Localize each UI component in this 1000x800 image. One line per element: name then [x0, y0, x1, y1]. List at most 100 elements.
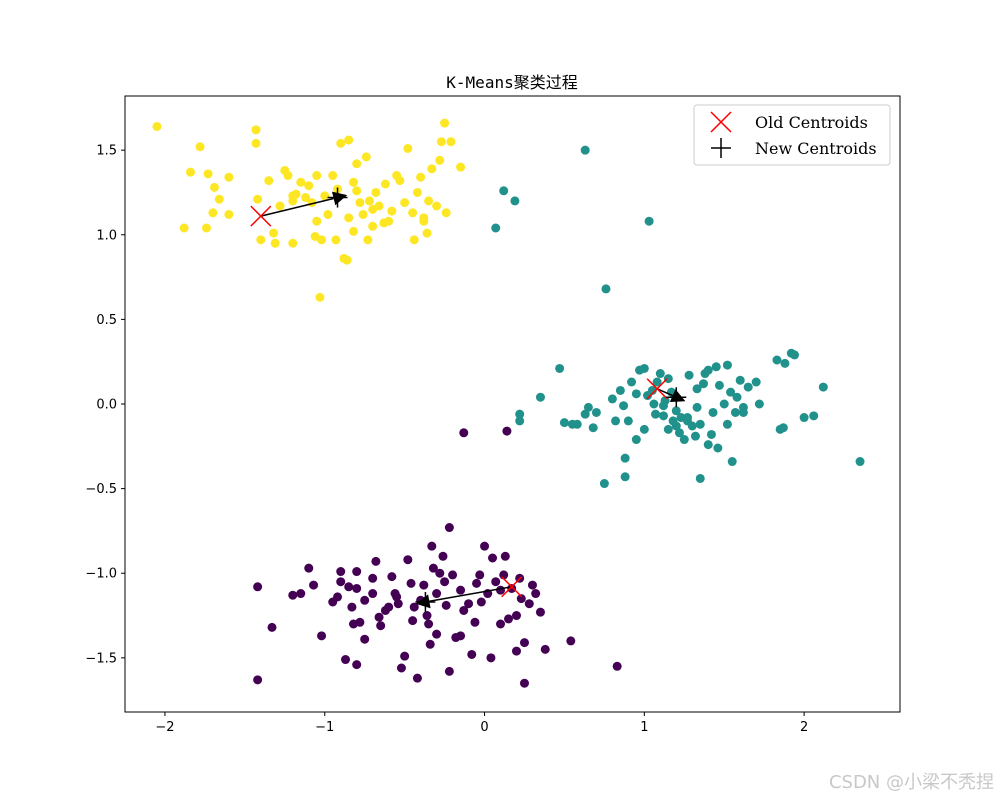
data-point-cluster-0: [456, 631, 466, 641]
data-point-cluster-2: [400, 198, 410, 208]
data-point-cluster-1: [599, 479, 609, 489]
data-point-cluster-2: [395, 176, 405, 186]
data-point-cluster-0: [296, 589, 306, 599]
data-point-cluster-2: [224, 209, 234, 219]
data-point-cluster-0: [440, 577, 450, 587]
data-point-cluster-1: [588, 423, 598, 433]
old-centroid-marker: [501, 576, 523, 598]
data-point-cluster-2: [312, 171, 322, 181]
data-point-cluster-1: [652, 377, 662, 387]
data-point-cluster-1: [639, 363, 649, 373]
data-point-cluster-1: [780, 358, 790, 368]
data-point-cluster-2: [336, 138, 346, 148]
data-point-cluster-2: [352, 186, 362, 196]
centroid-markers: [250, 187, 687, 612]
data-point-cluster-1: [515, 416, 525, 426]
data-point-cluster-0: [403, 555, 413, 565]
data-point-cluster-2: [288, 238, 298, 248]
data-point-cluster-0: [352, 660, 362, 670]
data-point-cluster-2: [424, 196, 434, 206]
data-point-cluster-2: [419, 213, 429, 223]
data-point-cluster-1: [591, 407, 601, 417]
data-point-cluster-1: [778, 423, 788, 433]
data-point-cluster-0: [344, 582, 354, 592]
data-point-cluster-1: [703, 440, 713, 450]
data-point-cluster-1: [722, 360, 732, 370]
data-point-cluster-2: [208, 208, 218, 218]
data-point-cluster-1: [799, 413, 809, 423]
data-point-cluster-1: [703, 365, 713, 375]
data-point-cluster-2: [349, 226, 359, 236]
data-point-cluster-1: [809, 411, 819, 421]
data-point-cluster-1: [555, 363, 565, 373]
data-point-cluster-2: [312, 216, 322, 226]
data-point-cluster-1: [751, 377, 761, 387]
data-point-cluster-1: [611, 416, 621, 426]
data-point-cluster-1: [649, 399, 659, 409]
data-point-cluster-2: [331, 235, 341, 245]
data-point-cluster-2: [368, 221, 378, 231]
data-point-cluster-0: [406, 578, 416, 588]
legend-new-centroids-plus-icon: [711, 138, 731, 158]
data-point-cluster-1: [535, 392, 545, 402]
centroid-arrows: [260, 191, 686, 609]
data-point-cluster-0: [519, 638, 529, 648]
data-point-cluster-1: [580, 409, 590, 419]
data-point-cluster-2: [435, 155, 445, 165]
data-point-cluster-1: [583, 402, 593, 412]
centroid-arrow-line: [656, 388, 673, 397]
data-point-cluster-1: [682, 416, 692, 426]
data-point-cluster-1: [651, 409, 661, 419]
x-tick-label: 1: [640, 720, 648, 735]
data-point-cluster-0: [511, 611, 521, 621]
data-point-cluster-0: [432, 629, 442, 639]
data-point-cluster-2: [380, 179, 390, 189]
data-point-cluster-1: [607, 394, 617, 404]
data-point-cluster-1: [644, 216, 654, 226]
data-point-cluster-1: [639, 424, 649, 434]
data-point-cluster-1: [714, 380, 724, 390]
data-point-cluster-2: [224, 172, 234, 182]
data-point-cluster-1: [743, 382, 753, 392]
centroid-arrow-head: [331, 191, 348, 206]
data-point-cluster-0: [504, 614, 514, 624]
data-point-cluster-2: [195, 142, 205, 152]
data-point-cluster-2: [288, 191, 298, 201]
data-point-cluster-0: [441, 600, 451, 610]
data-point-cluster-2: [427, 164, 437, 174]
data-point-cluster-0: [368, 573, 378, 583]
data-point-cluster-2: [251, 125, 261, 135]
data-point-cluster-0: [480, 541, 490, 551]
data-point-cluster-0: [488, 553, 498, 563]
data-point-cluster-1: [695, 473, 705, 483]
data-point-cluster-0: [408, 616, 418, 626]
data-point-cluster-1: [690, 431, 700, 441]
data-point-cluster-2: [432, 201, 442, 211]
data-point-cluster-0: [267, 622, 277, 632]
data-point-cluster-0: [476, 597, 486, 607]
data-point-cluster-2: [304, 181, 314, 191]
data-point-cluster-2: [408, 208, 418, 218]
y-tick-label: 0.0: [96, 398, 117, 413]
data-point-cluster-1: [738, 407, 748, 417]
data-point-cluster-2: [201, 223, 211, 233]
data-point-cluster-1: [491, 223, 501, 233]
data-point-cluster-1: [698, 379, 708, 389]
data-point-cluster-1: [620, 472, 630, 482]
data-point-cluster-0: [459, 428, 469, 438]
data-point-cluster-0: [486, 653, 496, 663]
data-point-cluster-0: [333, 592, 343, 602]
data-point-cluster-1: [515, 409, 525, 419]
data-point-cluster-2: [371, 187, 381, 197]
x-tick-label: −2: [155, 720, 174, 735]
data-point-cluster-0: [491, 577, 501, 587]
data-point-cluster-2: [422, 228, 432, 238]
data-point-cluster-0: [472, 578, 482, 588]
data-point-cluster-0: [470, 617, 480, 627]
data-point-cluster-1: [713, 443, 723, 453]
data-point-cluster-1: [668, 416, 678, 426]
old-centroid-marker: [250, 205, 272, 227]
centroid-arrow-head: [669, 389, 686, 403]
data-point-cluster-1: [692, 402, 702, 412]
data-point-cluster-2: [344, 135, 354, 145]
